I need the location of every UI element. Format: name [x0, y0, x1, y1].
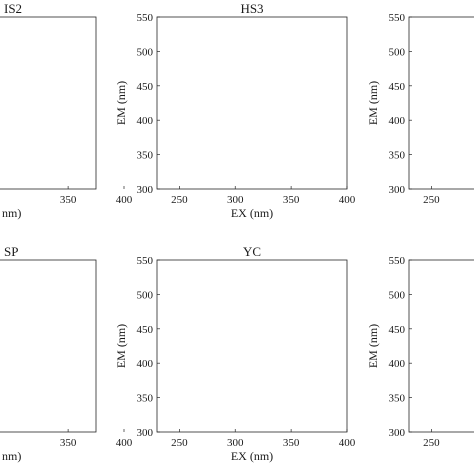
x-axis-label: EX (nm)	[231, 206, 273, 220]
panel-0: 350 400 IS2 nm)	[0, 1, 133, 220]
panel-title: YC	[243, 244, 261, 259]
axes-frame	[0, 259, 97, 433]
x-tick-label: 400	[339, 437, 356, 449]
x-tick-label: 300	[227, 437, 244, 449]
axes-frame	[156, 259, 348, 433]
y-tick-label: 450	[137, 324, 154, 336]
x-tick-label: 350	[283, 437, 300, 449]
x-tick-label: 250	[423, 194, 440, 206]
contour-line	[409, 246, 474, 260]
axes-frame	[408, 16, 474, 190]
x-tick-label: 300	[227, 194, 244, 206]
axes-frame	[0, 16, 97, 190]
x-axis-label: nm)	[2, 449, 21, 463]
y-axis-label: EM (nm)	[114, 81, 128, 125]
y-tick-label: 550	[137, 255, 154, 267]
contour-line	[409, 4, 474, 16]
panel-3: 350 400 SP nm)	[0, 244, 133, 463]
panel-2: 250 300 350 400 450 500 550 EM (nm)	[366, 4, 474, 206]
axes-frame	[156, 16, 348, 190]
y-tick-label: 550	[137, 12, 154, 24]
x-tick-label: 250	[171, 194, 188, 206]
y-tick-label: 400	[389, 115, 406, 127]
y-tick-label: 500	[137, 289, 154, 301]
y-tick-label: 300	[137, 184, 154, 196]
x-tick-label: 400	[116, 437, 133, 449]
y-tick-label: 500	[389, 289, 406, 301]
y-tick-label: 500	[137, 46, 154, 58]
axes-frame	[408, 259, 474, 433]
panel-1: 250 300 350 400 300 350 400 450 500 550 HS3 EX (nm)…	[114, 1, 356, 220]
y-tick-label: 400	[389, 358, 406, 370]
y-axis-label: EM (nm)	[114, 324, 128, 368]
y-tick-label: 350	[137, 150, 154, 162]
y-tick-label: 500	[389, 46, 406, 58]
x-axis-label: EX (nm)	[231, 449, 273, 463]
y-axis-label: EM (nm)	[366, 81, 380, 125]
panel-4: 250 300 350 400 300 350 400 450 500 550 YC EX (nm) E…	[114, 244, 356, 463]
x-tick-label: 350	[60, 437, 77, 449]
y-tick-label: 300	[389, 427, 406, 439]
x-tick-label: 400	[116, 194, 133, 206]
y-tick-label: 450	[389, 324, 406, 336]
y-tick-label: 300	[389, 184, 406, 196]
panel-5: 250 300 350 400 450 500 550 EM (nm)	[366, 246, 474, 449]
y-tick-label: 400	[137, 358, 154, 370]
y-axis-label: EM (nm)	[366, 324, 380, 368]
y-tick-label: 550	[389, 12, 406, 24]
y-tick-label: 550	[389, 255, 406, 267]
x-tick-label: 350	[60, 194, 77, 206]
x-tick-label: 350	[283, 194, 300, 206]
x-tick-label: 400	[339, 194, 356, 206]
x-axis-label: nm)	[2, 206, 21, 220]
y-tick-label: 350	[389, 150, 406, 162]
panel-title: IS2	[4, 1, 22, 16]
x-tick-label: 250	[171, 437, 188, 449]
panel-title: HS3	[240, 1, 263, 16]
y-tick-label: 400	[137, 115, 154, 127]
y-tick-label: 450	[389, 81, 406, 93]
contour-line	[0, 246, 124, 260]
x-tick-label: 250	[423, 437, 440, 449]
y-tick-label: 350	[389, 393, 406, 405]
panel-title: SP	[4, 244, 18, 259]
y-tick-label: 450	[137, 81, 154, 93]
y-tick-label: 300	[137, 427, 154, 439]
y-tick-label: 350	[137, 393, 154, 405]
